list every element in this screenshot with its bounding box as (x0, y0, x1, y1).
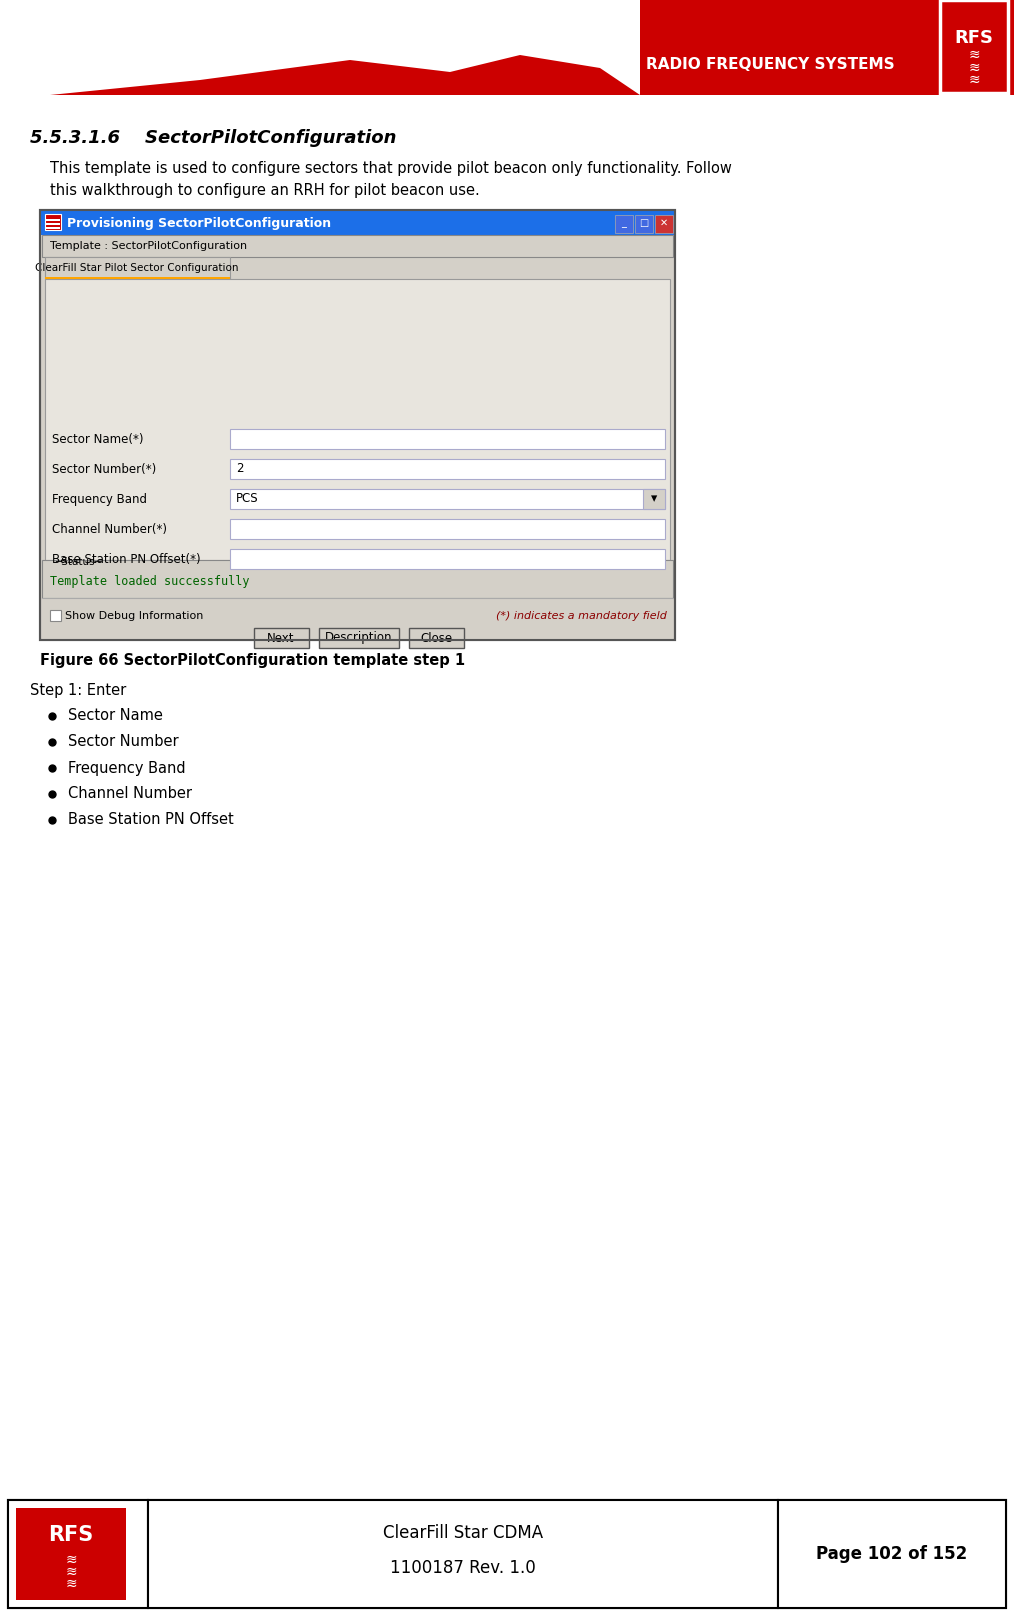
Text: □: □ (640, 217, 649, 229)
Bar (8, 1501, 148, 1608)
Text: Provisioning SectorPilotConfiguration: Provisioning SectorPilotConfiguration (67, 216, 332, 230)
Text: PCS: PCS (236, 493, 259, 506)
Bar (230, 549, 665, 568)
Text: Sector Number: Sector Number (68, 734, 178, 750)
Bar (46, 227, 60, 229)
Bar (643, 489, 665, 509)
Text: Show Debug Information: Show Debug Information (65, 612, 204, 621)
Text: _: _ (622, 217, 627, 229)
Bar (45, 214, 61, 230)
Bar (46, 224, 60, 225)
Polygon shape (0, 0, 640, 95)
Text: this walkthrough to configure an RRH for pilot beacon use.: this walkthrough to configure an RRH for… (50, 182, 480, 198)
Text: RADIO FREQUENCY SYSTEMS: RADIO FREQUENCY SYSTEMS (646, 58, 894, 72)
Bar (42, 597, 673, 641)
Text: Template loaded successfully: Template loaded successfully (50, 575, 249, 589)
Text: Sector Name: Sector Name (68, 708, 163, 723)
Bar (778, 1501, 1006, 1608)
Bar (0, 0, 1014, 95)
Text: ≋: ≋ (65, 1565, 77, 1579)
Text: Close: Close (420, 631, 452, 644)
Text: ≋: ≋ (968, 72, 980, 87)
Text: Page 102 of 152: Page 102 of 152 (816, 1546, 967, 1563)
Text: Sector Number(*): Sector Number(*) (52, 462, 156, 475)
Text: ClearFill Star CDMA: ClearFill Star CDMA (383, 1525, 544, 1542)
Bar (45, 277, 230, 279)
Bar (40, 209, 675, 235)
Text: Frequency Band: Frequency Band (68, 760, 186, 776)
Text: 2: 2 (236, 462, 243, 475)
Text: Template : SectorPilotConfiguration: Template : SectorPilotConfiguration (50, 242, 247, 251)
Text: Sector Name(*): Sector Name(*) (52, 433, 144, 446)
Text: Base Station PN Offset(*): Base Station PN Offset(*) (52, 552, 201, 565)
Text: Channel Number: Channel Number (68, 787, 192, 802)
Text: RFS: RFS (49, 1525, 93, 1546)
Bar (409, 628, 464, 647)
Bar (46, 219, 60, 221)
Bar (940, 0, 1008, 93)
Bar (45, 258, 230, 279)
Bar (45, 279, 670, 560)
Text: This template is used to configure sectors that provide pilot beacon only functi: This template is used to configure secto… (50, 161, 732, 175)
Text: ─Status─: ─Status─ (55, 557, 100, 567)
Text: RFS: RFS (954, 29, 994, 47)
Text: ▾: ▾ (651, 493, 657, 506)
Text: (*) indicates a mandatory field: (*) indicates a mandatory field (496, 612, 667, 621)
Bar (40, 209, 675, 641)
Text: ✕: ✕ (660, 217, 668, 229)
Bar (230, 428, 665, 449)
Bar (42, 560, 673, 597)
Bar (230, 459, 665, 480)
Text: Step 1: Enter: Step 1: Enter (30, 683, 127, 697)
Bar (319, 628, 399, 647)
Text: ClearFill Star Pilot Sector Configuration: ClearFill Star Pilot Sector Configuratio… (35, 262, 238, 274)
Bar (40, 209, 675, 641)
Text: Figure 66 SectorPilotConfiguration template step 1: Figure 66 SectorPilotConfiguration templ… (40, 652, 465, 668)
Text: Description: Description (325, 631, 392, 644)
Bar (655, 216, 673, 233)
Bar (254, 628, 309, 647)
Bar (230, 489, 665, 509)
Bar (8, 1501, 1006, 1608)
Text: Frequency Band: Frequency Band (52, 493, 147, 506)
Text: 5.5.3.1.6    SectorPilotConfiguration: 5.5.3.1.6 SectorPilotConfiguration (30, 129, 396, 147)
Bar (148, 1501, 778, 1608)
Text: Base Station PN Offset: Base Station PN Offset (68, 813, 234, 828)
Bar (42, 235, 673, 258)
Text: Next: Next (268, 631, 295, 644)
Bar (635, 216, 653, 233)
Text: ≋: ≋ (65, 1578, 77, 1591)
Bar (230, 518, 665, 539)
Bar (50, 610, 61, 621)
Bar (16, 1509, 126, 1600)
Text: ≋: ≋ (968, 61, 980, 76)
Text: ≋: ≋ (65, 1554, 77, 1567)
Text: 1100187 Rev. 1.0: 1100187 Rev. 1.0 (390, 1558, 535, 1578)
Text: Channel Number(*): Channel Number(*) (52, 523, 167, 536)
Text: ≋: ≋ (968, 48, 980, 63)
Bar (615, 216, 633, 233)
